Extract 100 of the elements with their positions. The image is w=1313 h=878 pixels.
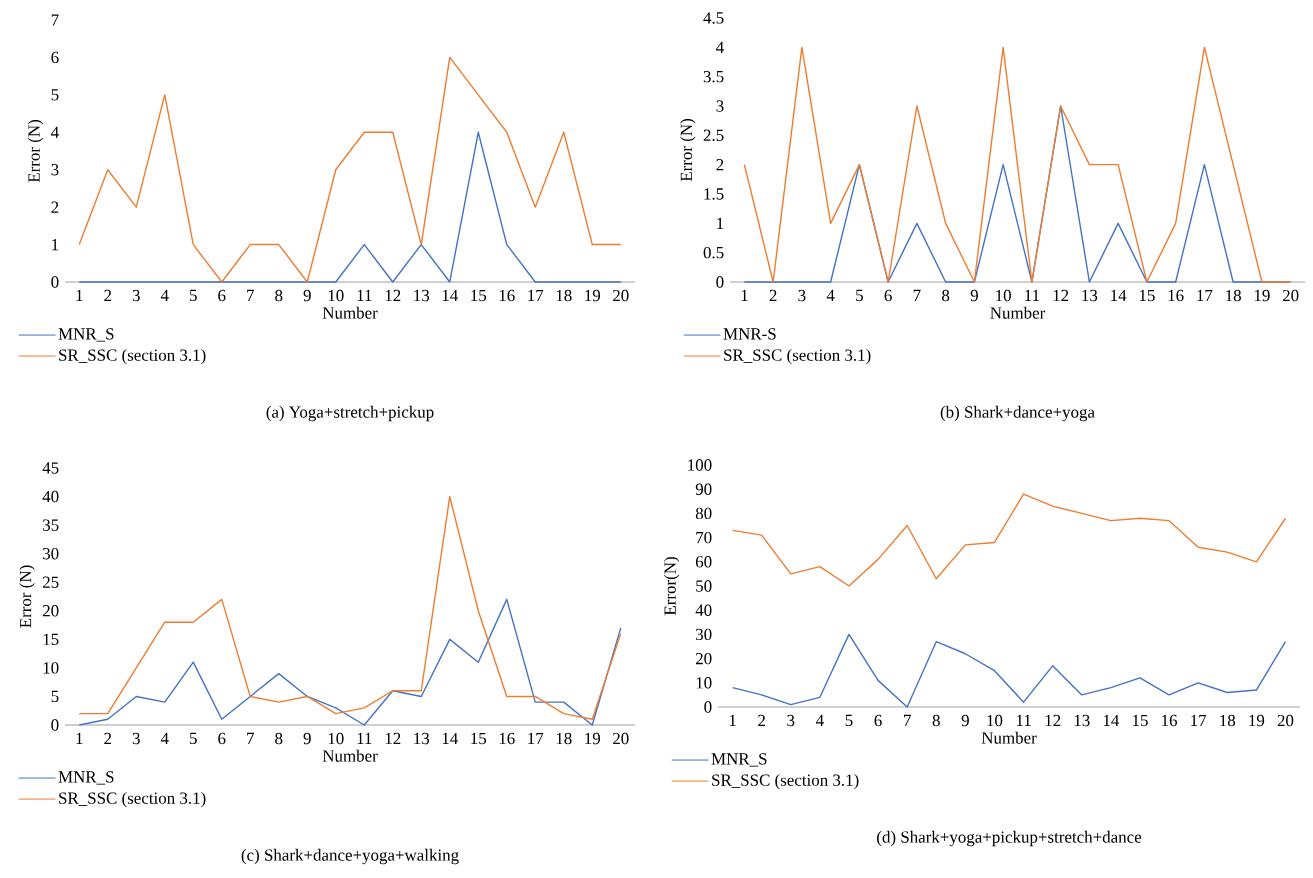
- y-tick-label: 50: [696, 580, 712, 592]
- x-tick-label: 20: [1282, 289, 1299, 302]
- x-tick-label: 12: [1045, 714, 1061, 727]
- x-axis-title: Number: [981, 731, 1037, 744]
- x-tick-label: 13: [1074, 714, 1090, 727]
- y-tick-label: 30: [43, 547, 59, 560]
- x-axis-title: Number: [322, 749, 378, 762]
- x-tick-label: 3: [132, 289, 140, 302]
- x-tick-label: 4: [160, 289, 169, 301]
- y-axis-title: Error (N): [680, 119, 696, 182]
- x-tick-label: 17: [1191, 714, 1207, 727]
- legend-label: MNR-S: [723, 328, 776, 340]
- x-tick-label: 15: [1132, 714, 1148, 727]
- x-tick-label: 7: [913, 289, 921, 301]
- x-tick-label: 10: [328, 732, 344, 745]
- x-tick-label: 6: [884, 289, 892, 302]
- x-tick-label: 3: [132, 732, 140, 745]
- x-tick-label: 7: [904, 714, 911, 726]
- x-tick-label: 2: [104, 732, 112, 745]
- legend-label: SR_SSC (section 3.1): [712, 773, 859, 790]
- y-tick-label: 2: [51, 201, 59, 213]
- x-tick-label: 9: [303, 289, 311, 302]
- x-tick-label: 12: [1053, 289, 1069, 302]
- x-tick-label: 14: [1111, 289, 1127, 302]
- y-tick-label: 6: [51, 51, 59, 64]
- x-tick-label: 4: [160, 732, 169, 744]
- x-tick-label: 8: [275, 732, 283, 745]
- x-tick-label: 18: [1220, 714, 1236, 727]
- x-tick-label: 6: [218, 732, 226, 745]
- y-tick-label: 7: [51, 14, 59, 26]
- x-tick-label: 19: [1254, 289, 1270, 302]
- x-tick-label: 9: [961, 714, 969, 727]
- y-tick-label: 3: [51, 164, 59, 176]
- x-tick-label: 13: [1082, 289, 1098, 302]
- x-tick-label: 2: [104, 289, 112, 302]
- x-tick-label: 18: [1226, 289, 1241, 302]
- x-tick-label: 4: [815, 714, 824, 726]
- x-tick-label: 1: [741, 289, 748, 302]
- y-tick-label: 0: [51, 276, 59, 288]
- y-tick-label: 2: [716, 159, 724, 171]
- y-tick-label: 5: [51, 89, 59, 101]
- x-tick-label: 1: [76, 289, 83, 302]
- x-axis-title: Number: [322, 306, 378, 319]
- x-tick-label: 5: [845, 714, 853, 727]
- line-series: [78, 495, 622, 720]
- x-tick-label: 7: [247, 732, 254, 744]
- y-tick-label: 35: [43, 519, 59, 531]
- x-tick-label: 13: [414, 289, 430, 302]
- y-tick-label: 1: [717, 217, 724, 229]
- y-tick-label: 5: [51, 690, 59, 703]
- y-tick-label: 1.5: [704, 188, 724, 200]
- y-tick-label: 3.5: [703, 70, 724, 83]
- y-tick-label: 60: [695, 556, 712, 568]
- legend-label: SR_SSC (section 3.1): [59, 348, 206, 365]
- x-tick-label: 11: [1016, 714, 1031, 727]
- x-tick-label: 11: [357, 289, 372, 302]
- x-tick-label: 19: [585, 289, 601, 302]
- y-tick-label: 90: [695, 483, 712, 495]
- line-series: [78, 598, 622, 726]
- x-tick-label: 8: [932, 714, 940, 727]
- y-tick-label: 4: [51, 126, 59, 138]
- x-tick-label: 9: [970, 289, 978, 302]
- x-tick-label: 2: [758, 714, 765, 727]
- x-tick-label: 1: [76, 732, 83, 745]
- x-tick-label: 10: [987, 714, 1003, 727]
- y-tick-label: 10: [43, 662, 59, 674]
- legend-label: SR_SSC (section 3.1): [724, 348, 871, 365]
- x-tick-label: 7: [247, 289, 254, 301]
- x-tick-label: 10: [996, 289, 1011, 302]
- x-tick-label: 19: [585, 732, 601, 745]
- line-series: [731, 633, 1287, 708]
- y-tick-label: 20: [695, 652, 712, 665]
- x-tick-label: 17: [528, 289, 544, 302]
- legend-label: MNR_S: [711, 753, 767, 767]
- x-tick-label: 18: [556, 732, 572, 745]
- x-tick-label: 14: [442, 732, 458, 745]
- x-tick-label: 8: [275, 289, 283, 302]
- y-tick-label: 0: [704, 701, 712, 713]
- x-tick-label: 15: [471, 289, 487, 302]
- x-tick-label: 6: [218, 289, 226, 302]
- x-tick-label: 14: [442, 289, 458, 302]
- x-tick-label: 5: [856, 289, 863, 302]
- x-tick-label: 19: [1249, 714, 1265, 727]
- x-tick-label: 20: [1277, 714, 1294, 727]
- x-tick-label: 15: [1139, 289, 1155, 302]
- y-tick-label: 4.5: [703, 12, 724, 24]
- y-tick-label: 70: [696, 531, 712, 544]
- y-axis-title: Error(N): [663, 557, 680, 616]
- text: (d) Shark+yoga+pickup+stretch+dance: [877, 830, 1142, 847]
- x-tick-label: 3: [787, 714, 795, 727]
- text: (a) Yoga+stretch+pickup: [266, 405, 434, 422]
- legend-label: MNR_S: [58, 771, 114, 785]
- y-tick-label: 0: [51, 719, 59, 731]
- y-tick-label: 40: [42, 490, 59, 503]
- y-tick-label: 20: [42, 605, 59, 617]
- x-tick-label: 11: [357, 732, 372, 745]
- x-tick-label: 10: [328, 289, 344, 302]
- x-tick-label: 16: [499, 732, 515, 745]
- x-tick-label: 18: [556, 289, 572, 302]
- y-axis-title: Error (N): [27, 120, 44, 183]
